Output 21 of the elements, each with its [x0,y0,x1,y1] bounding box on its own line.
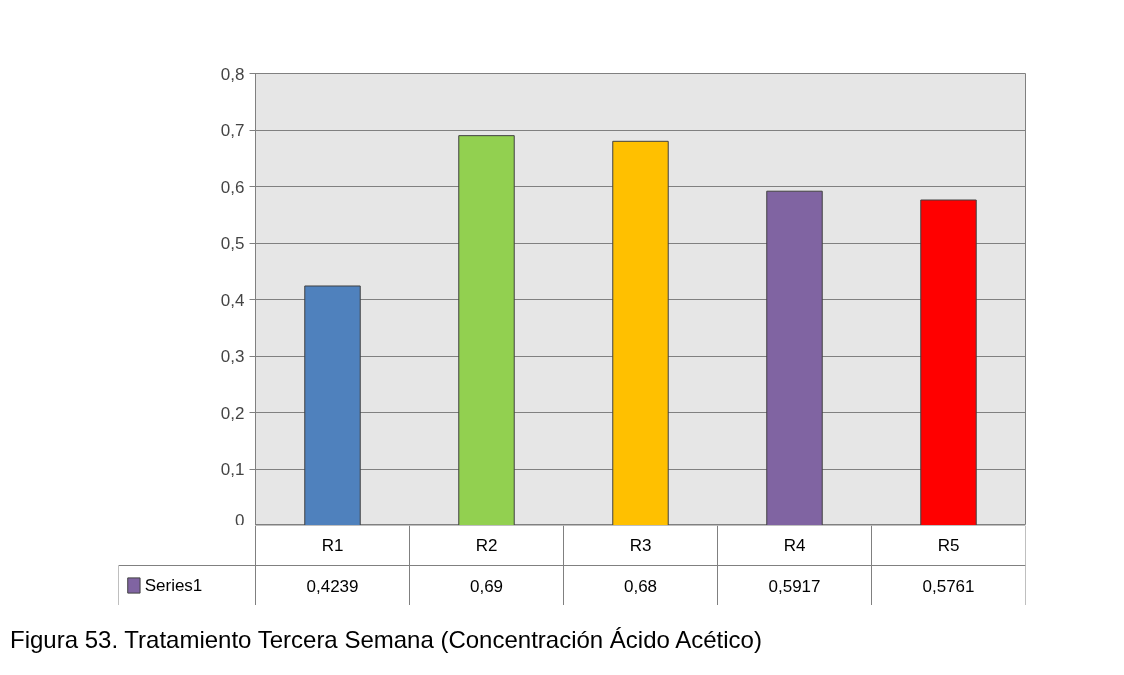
text: Figura 53. Tratamiento Tercera Semana (Concentración Ácido Acético) [10,625,762,655]
y-tick-label: 0,3 [220,347,245,366]
x-tick-label: R2 [475,536,498,555]
y-tick-label: 0,2 [220,403,245,423]
data-label: 0,4239 [306,576,359,596]
data-label: 0,69 [469,576,504,596]
y-tick-label: 0,6 [220,177,245,197]
y-tick-label: 0,4 [220,290,245,310]
legend-label: Series1 [144,576,203,595]
x-tick-label: R4 [783,536,806,555]
y-tick-label: 0,5 [220,234,245,253]
data-label: 0,5917 [768,576,821,596]
data-label: 0,5761 [922,576,975,596]
x-tick-label: R3 [629,536,652,555]
y-tick-label: 0,8 [220,64,245,84]
data-label: 0,68 [623,576,658,596]
y-tick-label: 0,1 [220,460,245,479]
x-tick-label: R5 [937,536,960,555]
y-tick-label: 0 [235,510,245,530]
x-tick-label: R1 [321,536,344,555]
y-tick-label: 0,7 [220,121,245,140]
